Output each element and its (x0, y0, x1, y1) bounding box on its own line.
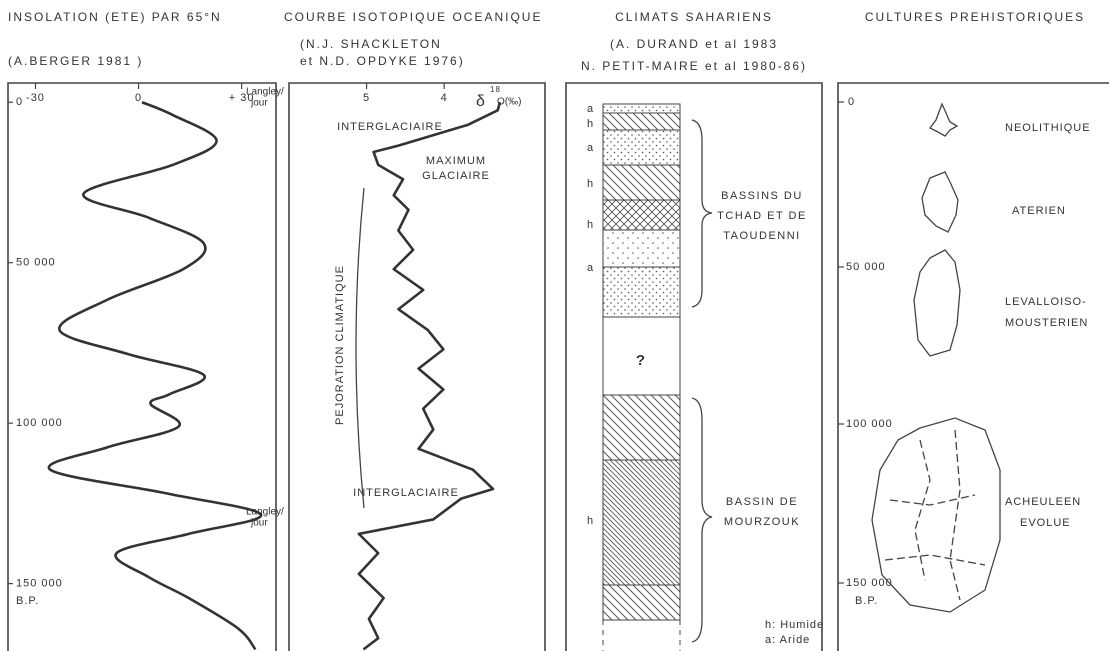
panel-title: CULTURES PREHISTORIQUES (865, 10, 1085, 24)
tick-label: 50 000 (846, 261, 886, 273)
axis-unit: O(‰) (497, 97, 521, 108)
time-tick-label: 50 000 (16, 257, 56, 269)
annotation: jour (250, 518, 268, 529)
annotation: MAXIMUM (426, 155, 486, 167)
layer (603, 267, 680, 317)
value-tick-label: + 30 (229, 92, 255, 104)
culture-name: MOUSTERIEN (1005, 317, 1088, 329)
value-tick-label: -30 (26, 92, 45, 104)
legend-entry: h: Humide (765, 619, 824, 631)
axis-unit: δ (476, 93, 486, 110)
data-curve (359, 102, 500, 649)
source: N. PETIT-MAIRE et al 1980-86) (581, 59, 807, 73)
cultures-panel: CULTURES PREHISTORIQUES 0 50 000 100 000… (838, 10, 1109, 651)
layer (603, 165, 680, 200)
tool-drawing (885, 430, 985, 600)
layer-code: a (587, 262, 594, 274)
basin-label: BASSINS DU (721, 190, 803, 202)
annotation: INTERGLACIAIRE (337, 121, 443, 133)
value-tick-label: 5 (363, 92, 370, 104)
layer-code: h (587, 118, 594, 130)
basin-label: MOURZOUK (724, 516, 800, 528)
panel-frame (838, 83, 1109, 651)
era-label: B.P. (855, 595, 878, 607)
layer (603, 395, 680, 460)
layer (603, 200, 680, 230)
sahara-panel: CLIMATS SAHARIENS (A. DURAND et al 1983 … (566, 10, 824, 651)
annotation: PEJORATION CLIMATIQUE (334, 265, 346, 425)
brace (692, 120, 712, 307)
time-tick-label: 150 000 (16, 578, 63, 590)
panel-title: CLIMATS SAHARIENS (615, 10, 773, 24)
figure: CLIMATS SAHARIENS (A. DURAND et al 1983 … (0, 0, 1109, 651)
tick-label: 0 (848, 96, 855, 108)
value-tick-label: 4 (441, 92, 448, 104)
data-curve (49, 102, 261, 649)
brace (692, 398, 712, 642)
panel-frame (289, 83, 545, 651)
layer (603, 230, 680, 267)
culture-name: ATERIEN (1012, 205, 1066, 217)
layer (603, 130, 680, 165)
time-tick-label: 100 000 (16, 417, 63, 429)
time-tick-label: 0 (16, 96, 23, 108)
legend-entry: a: Aride (765, 634, 810, 646)
annotation: Langley/ (246, 507, 284, 518)
layer-code: a (587, 103, 594, 115)
tool-drawing (930, 104, 957, 136)
basin-label: TCHAD ET DE (717, 210, 807, 222)
layer-code: h (587, 219, 594, 231)
annotation: GLACIAIRE (422, 170, 490, 182)
layer-code: h (587, 515, 594, 527)
layer-code: a (587, 142, 594, 154)
tool-drawing (914, 250, 960, 356)
bracket (356, 188, 364, 508)
basin-label: TAOUDENNI (723, 230, 800, 242)
axis-label: B.P. (16, 595, 39, 607)
panel-frame (8, 83, 276, 651)
subtitle: (N.J. SHACKLETON (300, 37, 442, 51)
panel-title: INSOLATION (ETE) PAR 65°N (8, 10, 222, 24)
subtitle: et N.D. OPDYKE 1976) (300, 54, 465, 68)
layer (603, 620, 680, 651)
tick-label: 100 000 (846, 418, 893, 430)
layer-code: h (587, 178, 594, 190)
layer (603, 460, 680, 585)
subtitle: (A.BERGER 1981 ) (8, 54, 143, 68)
basin-label: BASSIN DE (726, 496, 798, 508)
layer (603, 104, 680, 113)
layer (603, 113, 680, 130)
source: (A. DURAND et al 1983 (610, 37, 778, 51)
unknown-mark: ? (636, 352, 646, 369)
tool-drawing (922, 172, 958, 232)
layer (603, 585, 680, 620)
culture-name: EVOLUE (1020, 517, 1071, 529)
value-tick-label: 0 (135, 92, 142, 104)
annotation: INTERGLACIAIRE (353, 487, 459, 499)
panel-title: COURBE ISOTOPIQUE OCEANIQUE (284, 10, 542, 24)
culture-name: ACHEULEEN (1005, 496, 1081, 508)
culture-name: LEVALLOISO- (1005, 296, 1087, 308)
axis-unit: 18 (490, 85, 501, 94)
culture-name: NEOLITHIQUE (1005, 122, 1091, 134)
